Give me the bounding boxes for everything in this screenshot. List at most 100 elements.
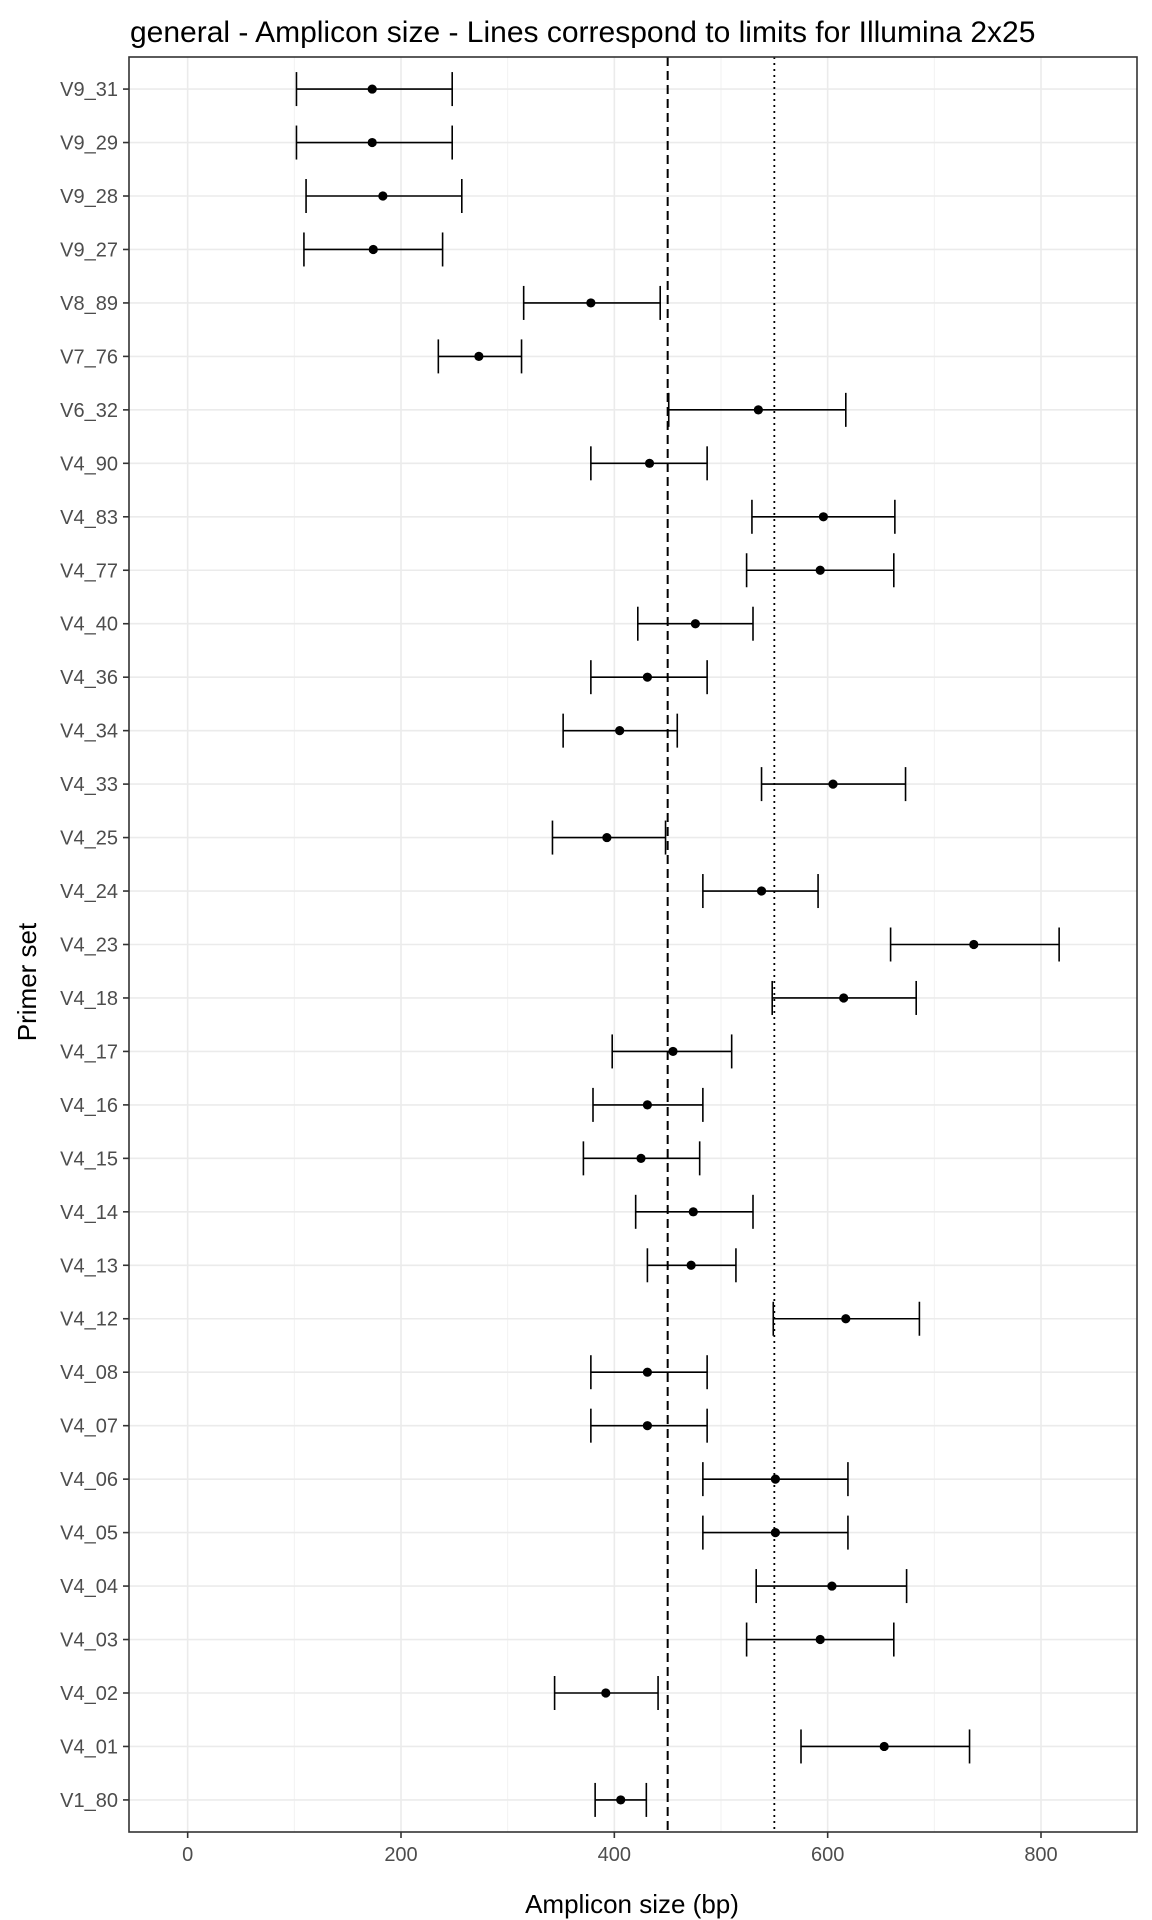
errorbar-V9_28 — [305, 179, 463, 214]
mean-point — [642, 1100, 653, 1110]
y-tick-label: V4_77 — [60, 560, 118, 582]
y-tick-label: V4_13 — [60, 1255, 118, 1277]
data-marks — [295, 57, 1060, 1832]
y-tick-label: V4_12 — [60, 1309, 118, 1331]
y-tick-label: V4_02 — [60, 1683, 118, 1705]
x-tick-label: 600 — [811, 1844, 844, 1866]
y-tick-label: V4_24 — [60, 881, 118, 903]
mean-point — [586, 298, 596, 308]
x-tick-label: 400 — [598, 1844, 631, 1866]
y-tick-label: V4_03 — [60, 1630, 118, 1652]
y-tick-label: V4_05 — [60, 1523, 118, 1545]
errorbar-V4_24 — [702, 874, 819, 909]
errorbar-V4_03 — [745, 1622, 895, 1657]
chart-title: general - Amplicon size - Lines correspo… — [130, 16, 1035, 49]
axes: V9_31 V9_29 V9_28 V9_27 V8_89 V7_76 V6_32 V4_90… — [60, 56, 1138, 1866]
x-tick-label: 200 — [384, 1844, 417, 1866]
errorbar-V4_36 — [590, 660, 708, 695]
errorbar-V4_40 — [636, 606, 754, 641]
y-tick-label: V4_23 — [60, 935, 118, 957]
y-tick-label: V4_25 — [60, 828, 118, 850]
mean-point — [879, 1741, 889, 1752]
mean-point — [686, 1260, 696, 1270]
mean-point — [770, 1474, 781, 1484]
errorbar-V4_01 — [800, 1729, 971, 1764]
y-tick-label: V8_89 — [60, 293, 118, 315]
errorbar-V4_77 — [745, 553, 895, 588]
mean-point — [827, 1581, 837, 1591]
errorbar-V4_18 — [771, 980, 918, 1015]
mean-point — [839, 993, 849, 1003]
errorbar-V4_33 — [760, 767, 907, 802]
y-tick-label: V4_16 — [60, 1095, 118, 1117]
mean-point — [642, 672, 653, 682]
errorbar-V9_31 — [295, 72, 454, 107]
mean-point — [616, 1795, 626, 1805]
mean-point — [615, 726, 625, 736]
mean-point — [753, 405, 763, 415]
errorbar-V4_07 — [590, 1408, 708, 1443]
mean-point — [602, 832, 612, 843]
mean-point — [828, 779, 838, 789]
y-tick-label: V4_33 — [60, 774, 118, 796]
y-tick-label: V4_06 — [60, 1469, 118, 1491]
errorbar-V4_90 — [590, 446, 708, 481]
errorbar-V4_14 — [634, 1194, 754, 1229]
errorbar-V4_04 — [755, 1569, 908, 1604]
mean-point — [367, 84, 377, 94]
y-tick-label: V9_28 — [60, 186, 118, 208]
errorbar-V4_83 — [751, 499, 896, 534]
y-tick-label: V4_07 — [60, 1416, 118, 1438]
y-tick-label: V4_18 — [60, 988, 118, 1010]
y-tick-label: V4_14 — [60, 1202, 118, 1224]
mean-point — [841, 1314, 851, 1324]
y-tick-label: V4_08 — [60, 1362, 118, 1384]
y-axis-title: Primer set — [12, 922, 42, 1041]
x-tick-label: 0 — [182, 1844, 193, 1866]
y-tick-label: V1_80 — [60, 1790, 118, 1812]
mean-point — [815, 1634, 825, 1645]
y-tick-label: V9_31 — [60, 79, 118, 101]
errorbar-V9_27 — [303, 232, 444, 267]
errorbar-V1_80 — [594, 1782, 648, 1817]
errorbar-V4_05 — [702, 1515, 849, 1550]
y-tick-label: V4_83 — [60, 507, 118, 529]
errorbar-V4_13 — [646, 1248, 737, 1283]
y-tick-label: V4_04 — [60, 1576, 118, 1598]
y-tick-label: V4_34 — [60, 721, 118, 743]
errorbar-V4_25 — [551, 820, 667, 855]
errorbar-V4_08 — [590, 1355, 708, 1390]
errorbar-V8_89 — [522, 285, 662, 320]
mean-point — [815, 565, 825, 575]
mean-point — [367, 137, 377, 148]
y-tick-label: V4_15 — [60, 1148, 118, 1170]
errorbar-V4_34 — [562, 713, 679, 748]
errorbar-V4_15 — [582, 1141, 701, 1176]
y-tick-label: V9_27 — [60, 239, 118, 261]
mean-point — [636, 1153, 646, 1163]
y-tick-label: V7_76 — [60, 346, 118, 368]
errorbar-V4_02 — [553, 1675, 659, 1710]
errorbar-V4_16 — [592, 1087, 704, 1122]
errorbar-V4_17 — [611, 1034, 733, 1069]
mean-point — [818, 512, 829, 522]
errorbar-V9_29 — [295, 125, 454, 160]
mean-point — [378, 191, 388, 201]
mean-point — [601, 1688, 611, 1698]
mean-point — [368, 244, 378, 255]
errorbar-V4_23 — [889, 927, 1060, 962]
mean-point — [644, 458, 655, 468]
y-tick-label: V6_32 — [60, 400, 118, 422]
errorbar-V4_12 — [772, 1301, 921, 1336]
y-tick-label: V4_90 — [60, 453, 118, 475]
y-tick-label: V9_29 — [60, 133, 118, 155]
errorbar-V6_32 — [667, 392, 847, 427]
mean-point — [770, 1528, 781, 1538]
y-tick-label: V4_01 — [60, 1736, 118, 1758]
mean-point — [756, 886, 767, 896]
y-tick-label: V4_36 — [60, 667, 118, 689]
mean-point — [690, 619, 701, 629]
x-tick-label: 800 — [1024, 1844, 1057, 1866]
mean-point — [688, 1207, 698, 1217]
